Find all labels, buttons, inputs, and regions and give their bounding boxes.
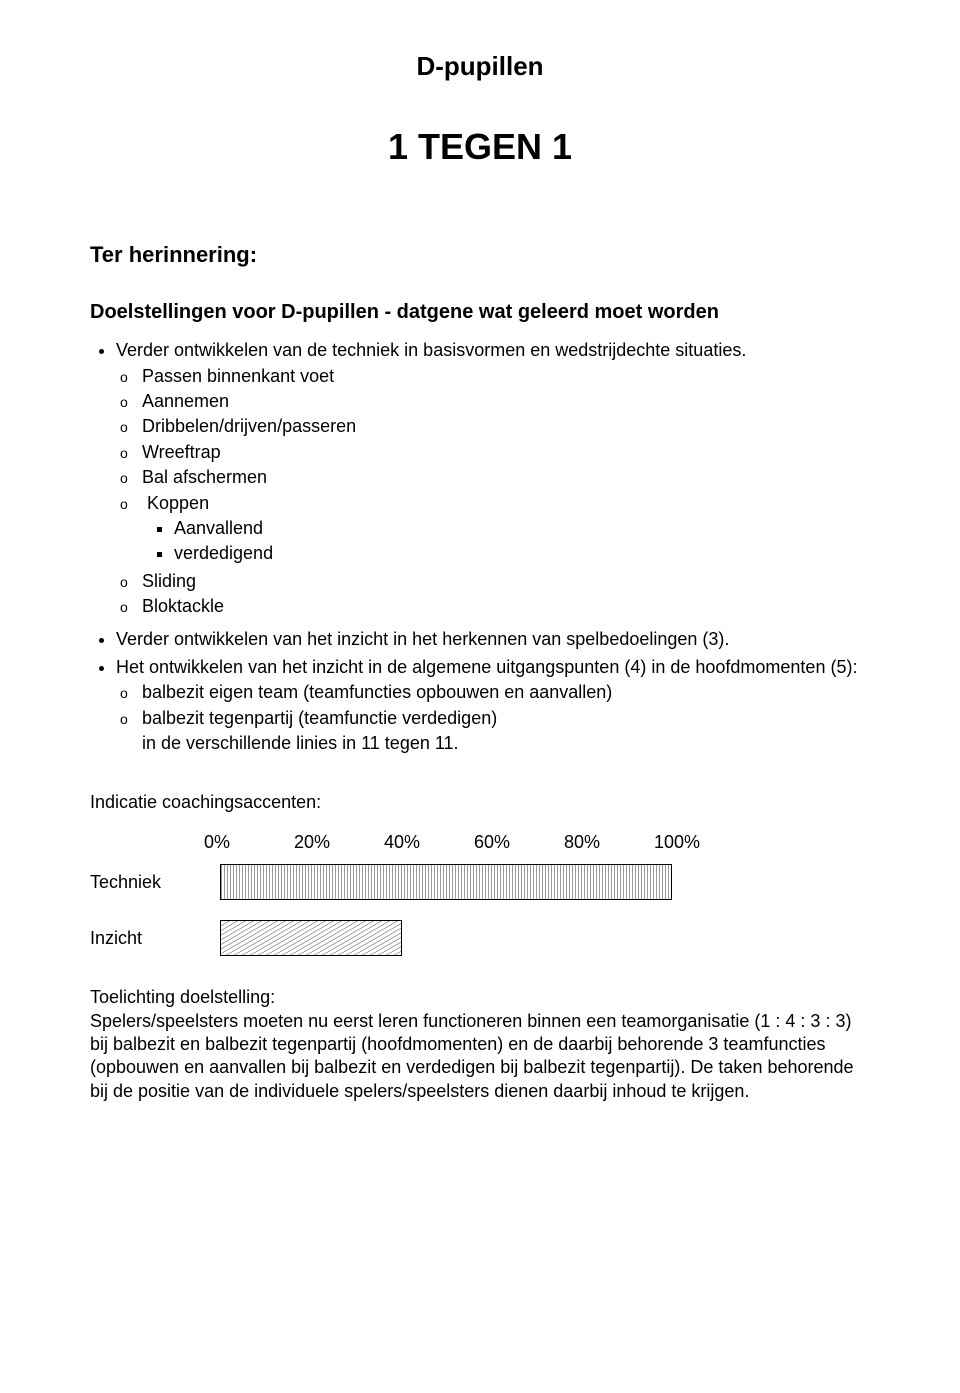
sub-item: Passen binnenkant voet [142, 365, 870, 388]
axis-tick: 60% [474, 831, 564, 854]
axis-tick: 80% [564, 831, 654, 854]
goal-item-3-text: Het ontwikkelen van het inzicht in de al… [116, 657, 857, 677]
goal-3-sublist: balbezit eigen team (teamfuncties opbouw… [116, 681, 870, 730]
page-title: 1 TEGEN 1 [90, 124, 870, 171]
sub-item: Dribbelen/drijven/passeren [142, 415, 870, 438]
sub-item: Koppen Aanvallend verdedigend [142, 492, 870, 566]
goal-item-1: Verder ontwikkelen van de techniek in ba… [116, 339, 870, 618]
goal-1-sub-sublist: Aanvallend verdedigend [142, 517, 870, 566]
goals-label: Doelstellingen voor D-pupillen - datgene… [90, 299, 870, 325]
sub-item: Wreeftrap [142, 441, 870, 464]
chart-bar [220, 920, 402, 956]
goal-item-3: Het ontwikkelen van het inzicht in de al… [116, 656, 870, 756]
sub-item: Aannemen [142, 390, 870, 413]
toelichting-title: Toelichting doelstelling: [90, 986, 870, 1009]
coaching-chart: 0% 20% 40% 60% 80% 100% Techniek [90, 831, 870, 956]
coaching-label: Indicatie coachingsaccenten: [90, 791, 870, 814]
chart-row-techniek: Techniek [90, 864, 870, 900]
sub-item: Sliding [142, 570, 870, 593]
chart-row-label: Inzicht [90, 927, 220, 950]
goal-1-sublist: Passen binnenkant voet Aannemen Dribbele… [116, 365, 870, 619]
sub-item: balbezit tegenpartij (teamfunctie verded… [142, 707, 870, 730]
chart-bar-container [220, 864, 870, 900]
sub-item: balbezit eigen team (teamfuncties opbouw… [142, 681, 870, 704]
subsub-item: verdedigend [174, 542, 870, 565]
chart-row-inzicht: Inzicht [90, 920, 870, 956]
sub-item: Bal afschermen [142, 466, 870, 489]
goals-list: Verder ontwikkelen van de techniek in ba… [90, 339, 870, 618]
axis-tick: 40% [384, 831, 474, 854]
axis-tick: 0% [204, 831, 294, 854]
chart-bar [220, 864, 672, 900]
subsub-item: Aanvallend [174, 517, 870, 540]
sub-item: Bloktackle [142, 595, 870, 618]
goal-item-2: Verder ontwikkelen van het inzicht in he… [116, 628, 870, 651]
chart-axis: 0% 20% 40% 60% 80% 100% [220, 831, 670, 854]
goals-list-2: Verder ontwikkelen van het inzicht in he… [90, 628, 870, 755]
axis-tick: 20% [294, 831, 384, 854]
chart-bar-container [220, 920, 870, 956]
page: D-pupillen 1 TEGEN 1 Ter herinnering: Do… [0, 0, 960, 1393]
chart-row-label: Techniek [90, 871, 220, 894]
goal-item-1-text: Verder ontwikkelen van de techniek in ba… [116, 340, 746, 360]
reminder-label: Ter herinnering: [90, 241, 870, 270]
category-heading: D-pupillen [90, 50, 870, 84]
sub-item-label: Koppen [147, 493, 209, 513]
toelichting-body: Spelers/speelsters moeten nu eerst leren… [90, 1010, 870, 1104]
goal-item-3-tail: in de verschillende linies in 11 tegen 1… [142, 732, 870, 755]
